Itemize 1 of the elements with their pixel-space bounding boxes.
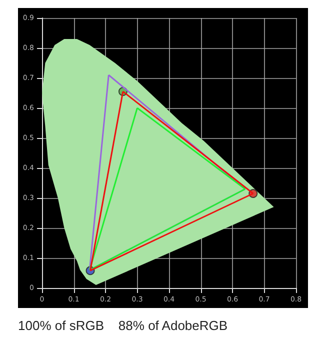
text: 100% of sRGB 88% of AdobeRGB bbox=[18, 318, 228, 333]
